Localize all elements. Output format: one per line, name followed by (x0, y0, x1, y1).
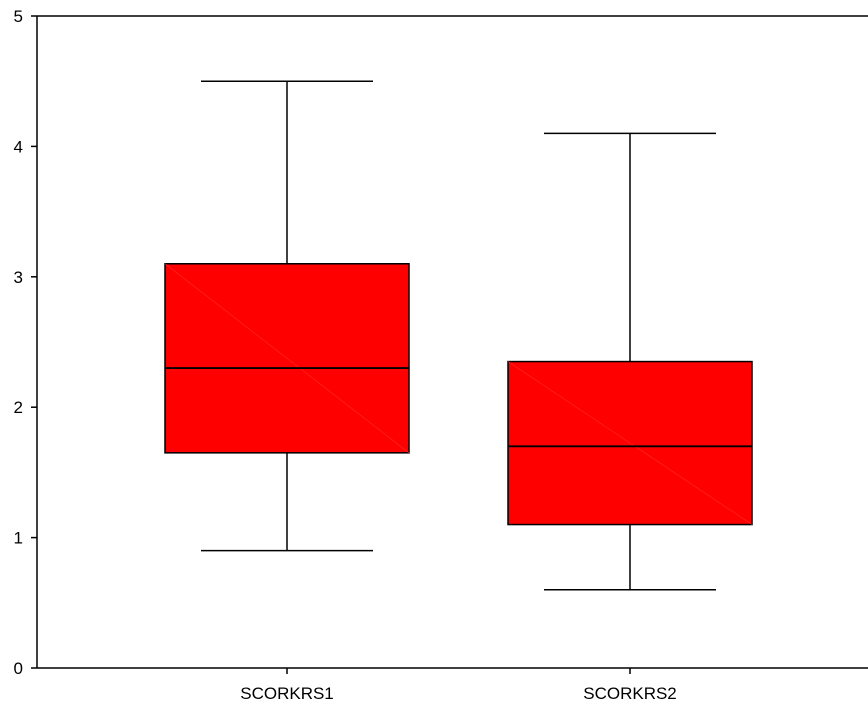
y-tick-label: 1 (14, 529, 23, 548)
box-diagonal (507, 361, 753, 525)
axes: 0 1 2 3 4 5 SCORKRS1 SCORKRS2 (14, 7, 868, 703)
y-tick-label: 5 (14, 7, 23, 26)
y-tick-label: 3 (14, 268, 23, 287)
y-tick-label: 4 (14, 137, 23, 156)
x-tick-label: SCORKRS2 (583, 684, 677, 703)
box-1 (164, 80, 410, 552)
x-tick-label: SCORKRS1 (240, 684, 334, 703)
box-2 (507, 132, 753, 591)
boxes (164, 80, 753, 591)
y-tick-label: 2 (14, 398, 23, 417)
y-tick-label: 0 (14, 659, 23, 678)
box-diagonal (164, 263, 410, 454)
